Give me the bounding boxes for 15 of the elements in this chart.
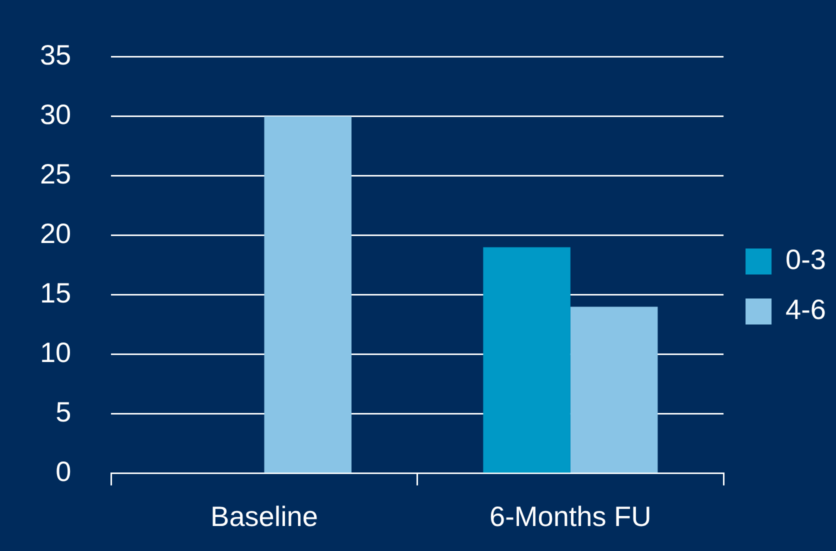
- legend-label: 4-6: [786, 294, 826, 326]
- y-tick-label: 35: [40, 40, 72, 71]
- x-tick-label: Baseline: [210, 500, 318, 532]
- x-tick-label: 6-Months FU: [490, 500, 652, 532]
- y-tick-label: 25: [40, 158, 72, 190]
- bar: [264, 116, 352, 473]
- legend-label: 0-3: [786, 244, 826, 276]
- y-tick-label: 10: [40, 337, 72, 368]
- y-tick-label: 15: [40, 278, 72, 309]
- y-tick-label: 20: [40, 218, 72, 250]
- y-tick-label: 0: [56, 456, 72, 488]
- bar: [570, 306, 658, 473]
- bar: [483, 247, 570, 473]
- y-tick-label: 5: [56, 396, 72, 428]
- y-tick-label: 30: [40, 99, 72, 130]
